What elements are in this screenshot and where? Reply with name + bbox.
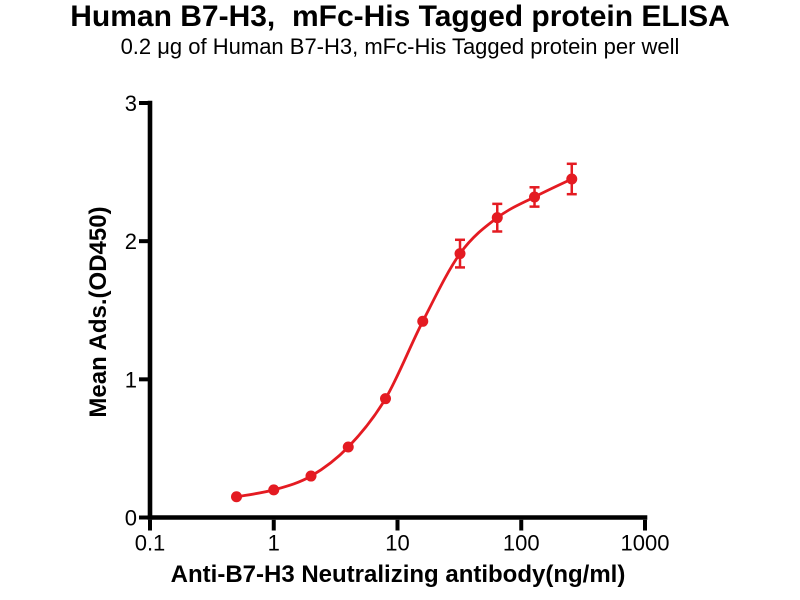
chart-subtitle: 0.2 μg of Human B7-H3, mFc-His Tagged pr… xyxy=(120,34,680,59)
y-tick-label-2: 2 xyxy=(125,229,137,254)
data-point-4 xyxy=(342,441,354,453)
x-tick-label-100: 100 xyxy=(503,531,540,556)
fit-curve xyxy=(235,177,574,499)
x-axis-title: Anti-B7-H3 Neutralizing antibody(ng/ml) xyxy=(170,561,626,588)
x-tick-label-1: 1 xyxy=(268,531,280,556)
data-point-2 xyxy=(305,470,317,482)
y-tick-label-3: 3 xyxy=(125,91,137,116)
x-tick-label-10: 10 xyxy=(385,531,409,556)
data-point-1 xyxy=(268,484,280,496)
x-tick-label-0.1: 0.1 xyxy=(135,531,166,556)
data-point-32 xyxy=(454,248,466,260)
chart-title: Human B7-H3, mFc-His Tagged protein ELIS… xyxy=(70,0,730,33)
data-point-128 xyxy=(529,191,541,203)
data-point-256 xyxy=(566,173,578,185)
x-tick-label-1000: 1000 xyxy=(621,531,670,556)
data-point-8 xyxy=(380,393,392,405)
data-point-64 xyxy=(491,212,503,224)
data-point-0.5 xyxy=(230,491,242,503)
data-point-16 xyxy=(417,315,429,327)
y-tick-label-1: 1 xyxy=(125,367,137,392)
y-tick-label-0: 0 xyxy=(125,506,137,531)
